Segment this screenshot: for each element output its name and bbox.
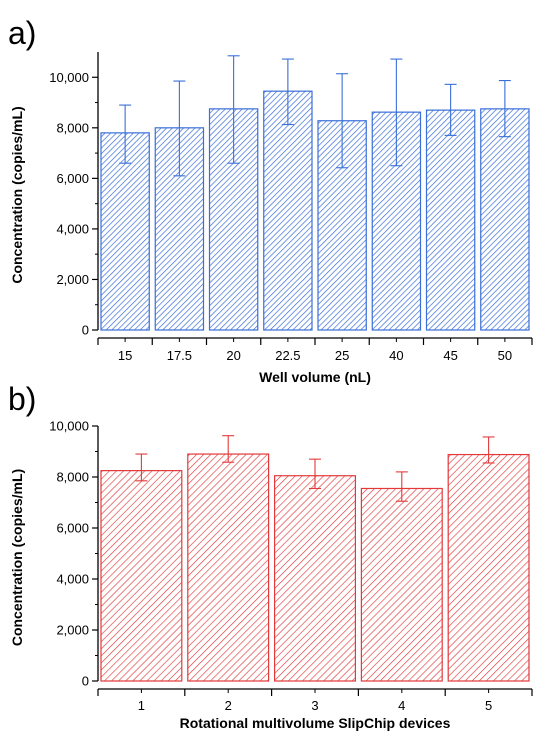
x-tick-label: 1 [138,698,145,713]
x-tick-label: 15 [118,348,132,363]
x-tick-label: 17.5 [167,348,192,363]
x-tick-label: 5 [485,698,492,713]
y-axis-title: Concentration (copies/mL) [9,469,25,646]
x-tick-label: 3 [311,698,318,713]
chart-panel-a: a) 0 2,000 4,000 6,000 8,000 10,000 15 17.5 20 22.… [8,15,533,385]
x-tick-label: 50 [498,348,512,363]
bar [187,453,270,682]
y-tick-label: 10,000 [49,419,89,434]
y-tick-label: 6,000 [56,171,89,186]
y-tick-label: 4,000 [56,572,89,587]
y-tick-label: 8,000 [56,470,89,485]
x-axis-title: Well volume (nL) [259,369,371,385]
x-tick-label: 4 [398,698,405,713]
x-tick-label: 20 [226,348,240,363]
x-tick-label: 40 [389,348,403,363]
panel-label: b) [8,381,36,417]
x-tick-label: 2 [225,698,232,713]
y-tick-label: 2,000 [56,272,89,287]
y-tick-label: 10,000 [49,70,89,85]
y-tick-label: 2,000 [56,623,89,638]
panel-label: a) [8,15,36,51]
y-tick-label: 0 [82,674,89,689]
y-tick-label: 0 [82,323,89,338]
x-axis-title: Rotational multivolume SlipChip devices [180,715,451,731]
bar [425,109,476,331]
x-tick-label: 22.5 [275,348,300,363]
bar [480,108,530,331]
x-tick-label: 25 [335,348,349,363]
y-tick-label: 6,000 [56,521,89,536]
bar [360,487,443,682]
y-tick-label: 8,000 [56,120,89,135]
bar [447,453,530,682]
bar [263,90,313,331]
y-axis-title: Concentration (copies/mL) [9,106,25,283]
bar [100,132,150,331]
x-tick-label: 45 [443,348,457,363]
chart-panel-b: b) 0 2,000 4,000 6,000 8,000 10,000 1 2 3 4 5 Rotati… [8,381,533,731]
bar [274,475,357,682]
bar [100,470,183,682]
y-tick-label: 4,000 [56,221,89,236]
